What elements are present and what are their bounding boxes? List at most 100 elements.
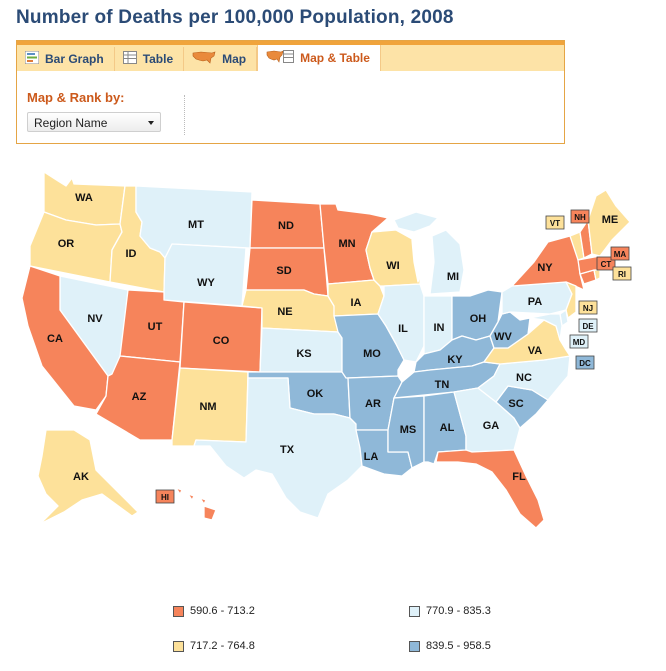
state-label-ar: AR (365, 398, 381, 410)
state-label-wy: WY (197, 277, 215, 289)
view-tabs: Bar Graph Table Map Map & Table (17, 41, 564, 71)
rank-by-label: Map & Rank by: (27, 90, 125, 105)
divider (184, 95, 185, 135)
state-label-mi: MI (447, 271, 459, 283)
state-label-box-vt[interactable] (545, 215, 565, 230)
state-me[interactable] (587, 189, 631, 257)
tab-bar-graph-label: Bar Graph (45, 52, 104, 66)
tab-map-label: Map (222, 52, 247, 66)
state-label-ut: UT (148, 321, 163, 333)
state-label-nd: ND (278, 220, 294, 232)
state-label-ny: NY (537, 262, 553, 274)
state-labels: WA OR ID MT WY NV UT CO CA AZ NM ND SD NE KS OK TX MN IA MO… (47, 192, 632, 504)
legend-swatch (409, 640, 420, 652)
state-label-ga: GA (483, 420, 500, 432)
legend-range: 590.6 - 713.2 (190, 605, 255, 617)
state-label-ms: MS (400, 424, 417, 436)
state-label-tn: TN (435, 379, 450, 391)
state-md[interactable] (529, 313, 563, 341)
state-label-box-ma[interactable] (610, 246, 630, 261)
state-label-in: IN (434, 322, 445, 334)
legend-item: 590.6 - 713.2 (173, 605, 255, 617)
state-ca[interactable] (21, 265, 109, 411)
tab-bar-graph[interactable]: Bar Graph (17, 47, 115, 71)
legend-range: 839.5 - 958.5 (426, 640, 491, 652)
state-tx[interactable] (193, 377, 363, 519)
legend-range: 770.9 - 835.3 (426, 605, 491, 617)
state-label-ks: KS (296, 348, 311, 360)
state-label-dc: DC (579, 359, 591, 368)
state-wy[interactable] (163, 243, 247, 307)
legend-swatch (409, 605, 420, 617)
legend-item: 839.5 - 958.5 (409, 640, 491, 652)
state-label-nj: NJ (583, 304, 593, 313)
state-label-me: ME (602, 214, 619, 226)
state-label-box-nj[interactable] (578, 300, 598, 315)
rank-by-select[interactable]: Region Name (27, 112, 161, 132)
state-label-box-nh[interactable] (570, 209, 590, 224)
state-label-box-de[interactable] (578, 318, 598, 333)
state-ak[interactable] (37, 429, 139, 525)
state-label-co: CO (213, 335, 230, 347)
state-label-ct: CT (601, 260, 612, 269)
state-label-ky: KY (447, 354, 463, 366)
state-label-nv: NV (87, 313, 103, 325)
state-il[interactable] (377, 283, 425, 363)
state-label-nh: NH (574, 213, 586, 222)
state-wv[interactable] (489, 311, 531, 349)
state-label-nm: NM (199, 401, 216, 413)
state-hi[interactable] (175, 487, 217, 521)
state-label-or: OR (58, 238, 75, 250)
state-label-box-md[interactable] (569, 334, 589, 349)
state-label-ia: IA (351, 297, 362, 309)
page-title: Number of Deaths per 100,000 Population,… (16, 7, 454, 28)
state-nj[interactable] (565, 281, 577, 319)
tab-map-table[interactable]: Map & Table (257, 45, 381, 71)
table-icon (122, 51, 137, 67)
state-label-il: IL (398, 323, 408, 335)
tab-table[interactable]: Table (115, 47, 185, 71)
legend-range: 717.2 - 764.8 (190, 640, 255, 652)
state-label-la: LA (364, 451, 379, 463)
state-label-box-hi[interactable] (155, 489, 175, 504)
state-label-de: DE (582, 322, 594, 331)
lake (411, 235, 427, 283)
state-wi[interactable] (365, 229, 421, 287)
state-label-fl: FL (512, 471, 526, 483)
legend-item: 717.2 - 764.8 (173, 640, 255, 652)
tab-map-table-label: Map & Table (300, 51, 370, 65)
tab-table-label: Table (142, 52, 174, 66)
view-panel: Bar Graph Table Map Map & Table Map & Ra… (16, 40, 565, 144)
rank-by-select-value: Region Name (34, 116, 108, 130)
state-label-box-ct[interactable] (596, 256, 616, 271)
state-label-box-ri[interactable] (612, 266, 632, 281)
state-label-box-dc[interactable] (575, 355, 595, 370)
state-label-wi: WI (386, 260, 399, 272)
state-label-vt: VT (550, 219, 560, 228)
us-map-icon (192, 51, 216, 67)
state-label-pa: PA (528, 296, 543, 308)
state-label-ca: CA (47, 333, 63, 345)
state-fl[interactable] (435, 449, 545, 529)
state-label-wv: WV (494, 331, 512, 343)
tab-map[interactable]: Map (184, 47, 258, 71)
state-label-mo: MO (363, 348, 381, 360)
state-label-mn: MN (338, 238, 355, 250)
state-label-va: VA (528, 345, 543, 357)
state-mi[interactable] (393, 211, 465, 295)
state-label-sd: SD (276, 265, 291, 277)
map-table-icon (266, 50, 295, 66)
state-label-tx: TX (280, 444, 295, 456)
state-label-ri: RI (618, 270, 626, 279)
state-label-ok: OK (307, 388, 324, 400)
legend-swatch (173, 640, 184, 652)
state-label-ak: AK (73, 471, 89, 483)
state-label-al: AL (440, 422, 455, 434)
state-label-wa: WA (75, 192, 93, 204)
state-label-id: ID (126, 248, 137, 260)
bar-graph-icon (24, 50, 40, 67)
state-label-ma: MA (614, 250, 627, 259)
legend-item: 770.9 - 835.3 (409, 605, 491, 617)
state-label-oh: OH (470, 313, 487, 325)
state-label-ne: NE (277, 306, 292, 318)
